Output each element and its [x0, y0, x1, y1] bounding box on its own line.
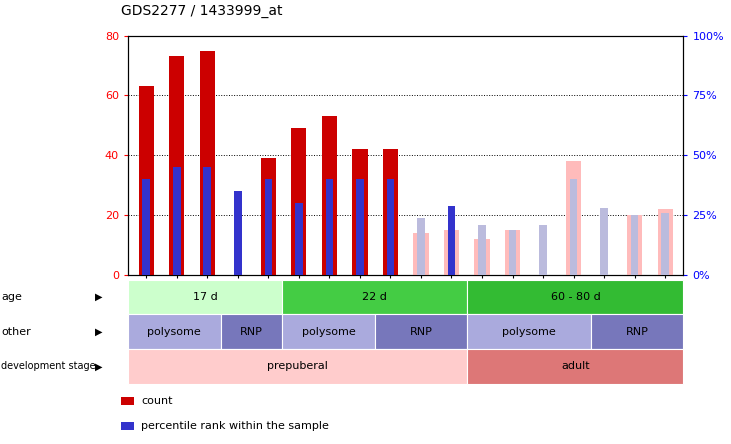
Bar — [291, 128, 306, 275]
Text: polysome: polysome — [502, 327, 556, 337]
Text: GDS2277 / 1433999_at: GDS2277 / 1433999_at — [121, 4, 282, 18]
Bar — [569, 179, 577, 275]
Bar — [658, 210, 673, 275]
Bar — [173, 167, 181, 275]
Text: adult: adult — [561, 361, 590, 371]
Text: RNP: RNP — [626, 327, 648, 337]
Bar — [539, 225, 547, 275]
Bar — [417, 218, 425, 275]
Bar — [474, 239, 490, 275]
Bar — [478, 225, 486, 275]
Bar — [139, 87, 154, 275]
Text: ▶: ▶ — [95, 361, 102, 371]
Bar — [413, 234, 428, 275]
Bar — [447, 206, 455, 275]
Bar — [383, 149, 398, 275]
Text: percentile rank within the sample: percentile rank within the sample — [141, 421, 329, 431]
Bar — [627, 215, 643, 275]
Bar — [322, 116, 337, 275]
Bar — [169, 56, 184, 275]
Bar — [200, 51, 215, 275]
Text: 17 d: 17 d — [193, 292, 217, 302]
Bar — [295, 203, 303, 275]
Bar — [387, 179, 394, 275]
Bar — [505, 230, 520, 275]
Bar — [261, 159, 276, 275]
Bar — [662, 213, 669, 275]
Bar — [352, 149, 368, 275]
Text: RNP: RNP — [409, 327, 433, 337]
Bar — [143, 179, 150, 275]
Bar — [631, 215, 638, 275]
Text: polysome: polysome — [148, 327, 201, 337]
Text: age: age — [1, 292, 23, 302]
Text: prepuberal: prepuberal — [268, 361, 328, 371]
Bar — [265, 179, 272, 275]
Text: ▶: ▶ — [95, 292, 102, 302]
Bar — [566, 162, 581, 275]
Text: 60 - 80 d: 60 - 80 d — [550, 292, 600, 302]
Text: RNP: RNP — [240, 327, 263, 337]
Bar — [325, 179, 333, 275]
Bar — [444, 230, 459, 275]
Text: ▶: ▶ — [95, 327, 102, 337]
Text: other: other — [1, 327, 31, 337]
Bar — [509, 230, 516, 275]
Bar — [600, 208, 608, 275]
Text: polysome: polysome — [302, 327, 355, 337]
Bar — [234, 191, 242, 275]
Text: count: count — [141, 396, 173, 406]
Text: development stage: development stage — [1, 361, 96, 371]
Text: 22 d: 22 d — [363, 292, 387, 302]
Bar — [356, 179, 364, 275]
Bar — [203, 167, 211, 275]
